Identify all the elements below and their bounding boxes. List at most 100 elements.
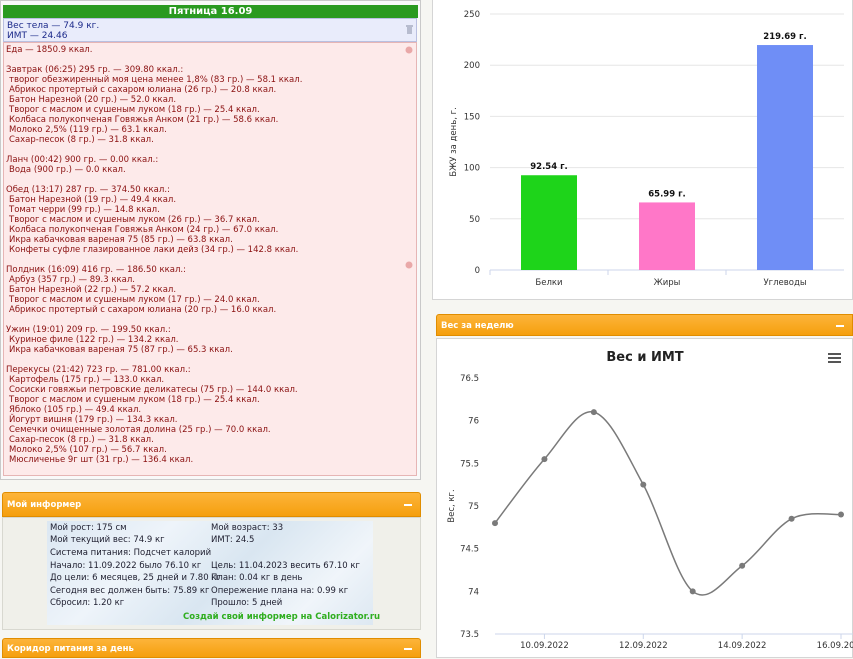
hand-pointer-icon[interactable] <box>405 261 413 269</box>
food-item[interactable]: Конфеты суфле глазированное лаки дейз (3… <box>9 245 299 255</box>
weight-summary-box: Вес тела — 74.9 кг. ИМТ — 24.46 <box>3 18 417 42</box>
food-item[interactable]: Творог с маслом и сушеным луком (17 гр.)… <box>9 295 260 305</box>
y-tick-label: 250 <box>464 10 480 20</box>
weekly-weight-header[interactable]: Вес за неделю <box>436 314 853 336</box>
bar <box>521 175 577 270</box>
weight-point <box>492 520 498 527</box>
weight-point <box>541 456 548 463</box>
food-item[interactable]: Семечки очищенные золотая долина (25 гр.… <box>9 425 271 435</box>
y-axis-label: БЖУ за день, г. <box>449 107 459 177</box>
weekly-weight-title: Вес за неделю <box>441 321 514 331</box>
weight-series-line <box>494 411 842 596</box>
informer-row-left: Сегодня вес должен быть: 75.89 кг <box>50 586 210 596</box>
food-item[interactable]: Йогурт вишня (179 гр.) — 134.3 ккал. <box>9 415 178 425</box>
hamburger-icon[interactable] <box>828 353 841 363</box>
weight-chart-panel <box>436 338 853 658</box>
bar <box>639 202 695 270</box>
x-tick-label: 12.09.2022 <box>619 641 668 651</box>
collapse-icon[interactable] <box>836 325 844 327</box>
food-item[interactable]: Батон Нарезной (22 гр.) — 57.2 ккал. <box>9 285 177 295</box>
y-tick-label: 73.5 <box>460 630 479 640</box>
informer-row-right: Опережение плана на: 0.99 кг <box>211 586 349 596</box>
food-item[interactable]: Батон Нарезной (19 гр.) — 49.4 ккал. <box>9 195 177 205</box>
food-item[interactable]: Абрикос протертый с сахаром юлиана (26 г… <box>9 85 277 95</box>
food-item[interactable]: Икра кабачковая вареная 75 (85 гр.) — 63… <box>9 235 233 245</box>
bar-value-label: 65.99 г. <box>648 189 686 199</box>
y-tick-label: 0 <box>475 266 480 276</box>
food-item[interactable]: Колбаса полукопченая Говяжья Анком (21 г… <box>9 115 279 125</box>
food-item[interactable]: Арбуз (357 гр.) — 89.3 ккал. <box>9 275 135 285</box>
meal-header: Ужин (19:01) 209 гр. — 199.50 ккал.: <box>6 325 171 335</box>
meal-header: Обед (13:17) 287 гр. — 374.50 ккал.: <box>6 185 170 195</box>
meal-header: Полдник (16:09) 416 гр. — 186.50 ккал.: <box>6 265 186 275</box>
informer-row-left: Сбросил: 1.20 кг <box>50 598 125 608</box>
informer-title: Мой информер <box>7 500 82 510</box>
y-tick-label: 100 <box>464 164 480 174</box>
informer-row-right: Мой возраст: 33 <box>211 523 284 533</box>
y-tick-label: 76.5 <box>460 374 479 384</box>
nutrition-corridor-header[interactable]: Коридор питания за день <box>2 638 421 658</box>
hand-pointer-icon[interactable] <box>405 46 413 54</box>
food-total: Еда — 1850.9 ккал. <box>6 45 93 55</box>
x-tick-label: 16.09.2022 <box>817 641 853 651</box>
y-tick-label: 76 <box>468 417 479 427</box>
informer-row-right: Прошло: 5 дней <box>211 598 283 608</box>
weight-line-chart: Вес и ИМТ 73.5 74 74.5 75 75.5 76 76.5 10.09.202… <box>447 350 853 651</box>
informer-row-left: Мой текущий вес: 74.9 кг <box>50 535 165 545</box>
informer-row-right: План: 0.04 кг в день <box>211 573 303 583</box>
informer-row-left: Начало: 11.09.2022 было 76.10 кг <box>50 561 202 571</box>
weight-point <box>689 588 696 595</box>
food-item[interactable]: Сахар-песок (8 гр.) — 31.8 ккал. <box>9 435 154 445</box>
food-item[interactable]: Абрикос протертый с сахаром юлиана (20 г… <box>9 305 277 315</box>
weight-point <box>590 409 597 416</box>
meal-header: Перекусы (21:42) 723 гр. — 781.00 ккал.: <box>6 365 191 375</box>
informer-row-left: До цели: 6 месяцев, 25 дней и 7.80 кг <box>50 573 221 583</box>
y-tick-label: 200 <box>464 61 480 71</box>
bar <box>757 45 813 270</box>
food-item[interactable]: Творог с маслом и сушеным луком (18 гр.)… <box>9 395 260 405</box>
y-tick-label: 74 <box>468 587 479 597</box>
informer-panel-header[interactable]: Мой информер <box>2 492 421 517</box>
y-axis-label: Вес, кг. <box>447 489 457 522</box>
food-item[interactable]: творог обезжиренный моя цена менее 1,8% … <box>9 75 303 85</box>
weight-point <box>640 481 647 488</box>
x-tick-label: Углеводы <box>763 278 806 288</box>
food-item[interactable]: Молоко 2,5% (119 гр.) — 63.1 ккал. <box>9 125 167 135</box>
y-tick-label: 75 <box>468 502 479 512</box>
trash-icon[interactable] <box>406 25 413 35</box>
food-item[interactable]: Творог с маслом и сушеным луком (18 гр.)… <box>9 105 260 115</box>
food-item[interactable]: Икра кабачковая вареная 75 (87 гр.) — 65… <box>9 345 233 355</box>
weight-point <box>788 515 795 522</box>
food-item[interactable]: Молоко 2,5% (107 гр.) — 56.7 ккал. <box>9 445 167 455</box>
informer-promo-link[interactable]: Создай свой информер на Calorizator.ru <box>183 612 381 622</box>
weight-line: Вес тела — 74.9 кг. <box>7 21 100 31</box>
chart-title: Вес и ИМТ <box>606 350 683 365</box>
food-item[interactable]: Картофель (175 гр.) — 133.0 ккал. <box>9 375 165 385</box>
food-item[interactable]: Томат черри (99 гр.) — 14.8 ккал. <box>9 205 160 215</box>
bmi-line: ИМТ — 24.46 <box>7 31 68 41</box>
bar-value-label: 92.54 г. <box>530 162 568 172</box>
food-item[interactable]: Вода (900 гр.) — 0.0 ккал. <box>9 165 126 175</box>
bar-value-label: 219.69 г. <box>763 32 806 42</box>
informer-row-right: Цель: 11.04.2023 весить 67.10 кг <box>211 561 360 571</box>
meal-header: Ланч (00:42) 900 гр. — 0.00 ккал.: <box>6 155 159 165</box>
x-tick-label: Жиры <box>654 278 681 288</box>
meal-header: Завтрак (06:25) 295 гр. — 309.80 ккал.: <box>6 65 184 75</box>
food-item[interactable]: Сахар-песок (8 гр.) — 31.8 ккал. <box>9 135 154 145</box>
macros-bar-chart: 0 50 100 150 200 250 92.54 г. Белки 65.99 г. Жиры… <box>449 10 844 288</box>
collapse-icon[interactable] <box>404 504 412 506</box>
food-item[interactable]: Куриное филе (122 гр.) — 134.2 ккал. <box>9 335 179 345</box>
food-item[interactable]: Сосиски говяжьи петровские деликатесы (7… <box>9 385 298 395</box>
y-tick-label: 50 <box>469 215 480 225</box>
food-item[interactable]: Яблоко (105 гр.) — 49.4 ккал. <box>9 405 142 415</box>
food-item[interactable]: Колбаса полукопченая Говяжья Анком (24 г… <box>9 225 279 235</box>
nutrition-corridor-title: Коридор питания за день <box>7 644 134 654</box>
food-item[interactable]: Творог с маслом и сушеным луком (26 гр.)… <box>9 215 260 225</box>
y-tick-label: 75.5 <box>460 459 479 469</box>
x-tick-label: Белки <box>535 278 562 288</box>
y-tick-label: 74.5 <box>460 545 479 555</box>
informer-row-right: ИМТ: 24.5 <box>211 535 255 545</box>
collapse-icon[interactable] <box>404 648 412 650</box>
food-item[interactable]: Мюсличенье 9г шт (31 гр.) — 136.4 ккал. <box>9 455 194 465</box>
food-item[interactable]: Батон Нарезной (20 гр.) — 52.0 ккал. <box>9 95 177 105</box>
